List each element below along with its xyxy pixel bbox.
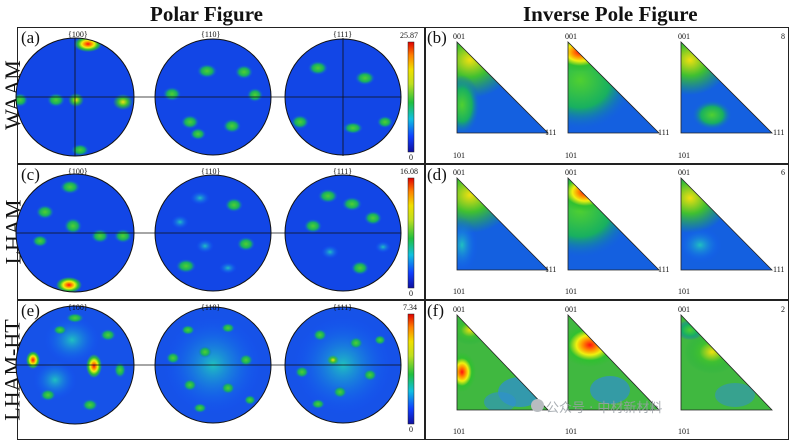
pole-label-111: {111} [333,303,353,312]
wechat-icon [531,399,544,412]
panel-letter-c: (c) [21,165,40,184]
ipf-waam-2 [568,42,659,133]
ipf-label-001: 001 [678,168,690,177]
ipf-right-digit: 2 [781,305,785,314]
ipf-label-001: 001 [565,168,577,177]
pole-label-100: {100} [68,30,88,39]
ipf-label-001: 001 [565,32,577,41]
ipf-label-111: 111 [658,128,670,137]
ipf-label-101: 101 [678,427,690,436]
panel-letter-f: (f) [427,301,444,320]
polar-figure-heading: Polar Figure [150,2,263,26]
ipf-waam-3 [681,42,772,133]
ipf-label-001: 001 [453,168,465,177]
inverse-pole-figure-heading: Inverse Pole Figure [523,2,698,26]
ipf-label-101: 101 [565,151,577,160]
ipf-label-101: 101 [453,151,465,160]
panel-letter-b: (b) [427,28,447,47]
colorbar-min-lham-ht: 0 [409,425,413,434]
ipf-label-111: 111 [545,128,557,137]
pole-label-110: {110} [201,303,221,312]
watermark-text: 公众号 · 中材新材料 [546,401,663,416]
ipf-label-111: 111 [773,265,785,274]
pole-label-111: {111} [333,167,353,176]
colorbar-waam [407,41,415,153]
colorbar-max-waam: 25.87 [400,31,418,40]
pole-label-110: {110} [201,30,221,39]
pole-label-111: {111} [333,30,353,39]
ipf-label-101: 101 [565,287,577,296]
ipf-label-001: 001 [453,32,465,41]
ipf-label-101: 101 [678,287,690,296]
ipf-label-001: 001 [678,32,690,41]
ipf-lham-ht-1 [457,315,548,410]
pole-label-100: {100} [68,303,88,312]
pole-label-110: {110} [201,167,221,176]
colorbar-max-lham: 16.08 [400,167,418,176]
ipf-label-111: 111 [773,128,785,137]
ipf-right-digit: 8 [781,32,785,41]
colorbar-lham [407,177,415,289]
colorbar-lham-ht [407,313,415,425]
ipf-label-111: 111 [545,265,557,274]
ipf-label-001: 001 [565,305,577,314]
panel-letter-a: (a) [21,28,40,47]
colorbar-min-lham: 0 [409,289,413,298]
ipf-label-001: 001 [678,305,690,314]
ipf-label-101: 101 [453,287,465,296]
ipf-label-101: 101 [678,151,690,160]
ipf-label-111: 111 [658,265,670,274]
ipf-label-101: 101 [453,427,465,436]
ipf-right-digit: 6 [781,168,785,177]
ipf-lham-2 [568,178,659,270]
ipf-label-101: 101 [565,427,577,436]
colorbar-max-lham-ht: 7.34 [403,303,417,312]
pole-label-100: {100} [68,167,88,176]
ipf-lham-3 [681,178,772,270]
ipf-label-001: 001 [453,305,465,314]
panel-letter-e: (e) [21,301,40,320]
ipf-lham-ht-3 [681,315,772,410]
panel-letter-d: (d) [427,165,447,184]
colorbar-min-waam: 0 [409,153,413,162]
pole-figure-lham-ht-100 [16,306,134,424]
